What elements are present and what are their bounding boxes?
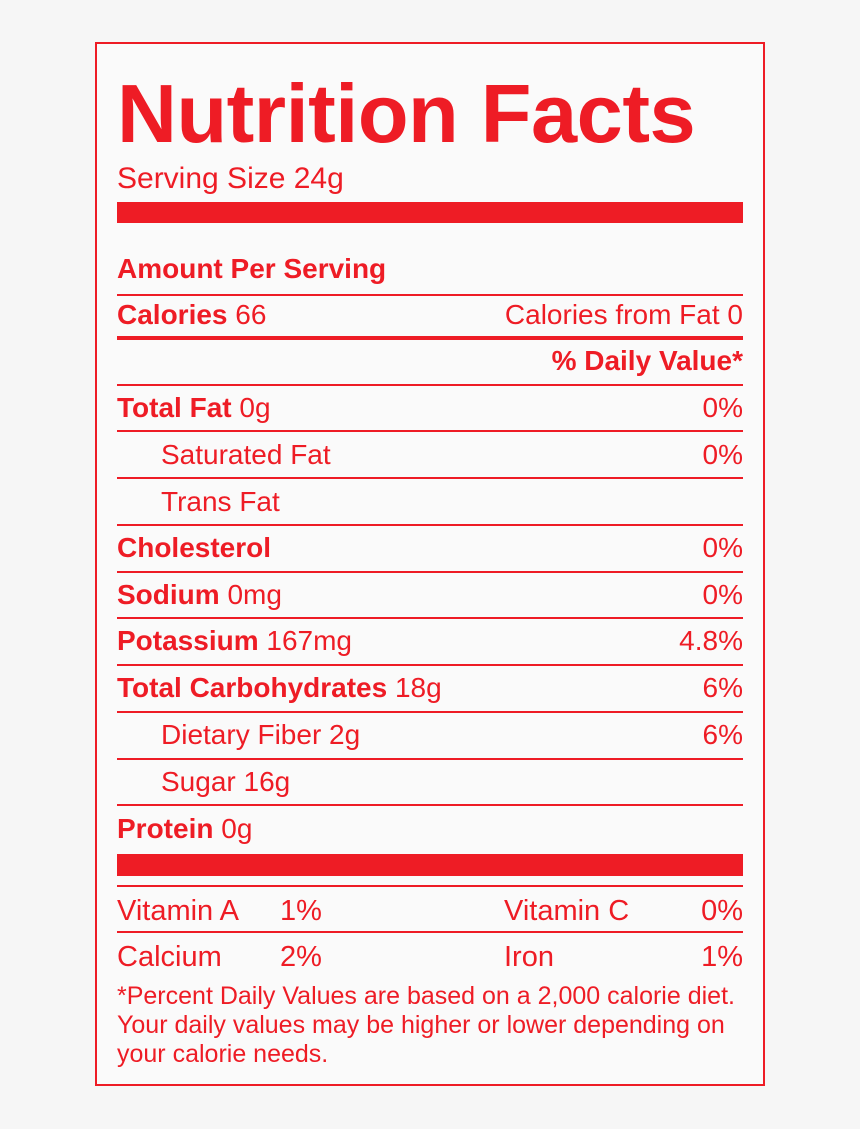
vitamin-name: Vitamin A bbox=[117, 895, 239, 927]
nutrient-daily-value: 6% bbox=[702, 672, 743, 703]
nutrient-name-group: Protein 0g bbox=[117, 813, 252, 845]
nutrient-label: Dietary Fiber 2g bbox=[161, 719, 361, 750]
nutrient-label: Total Fat bbox=[117, 392, 232, 423]
thick-divider-bottom bbox=[117, 854, 743, 876]
divider bbox=[117, 885, 743, 887]
calories-label: Calories bbox=[117, 299, 228, 330]
divider bbox=[117, 294, 743, 296]
divider bbox=[117, 477, 743, 479]
nutrient-name-group: Sodium 0mg bbox=[117, 579, 282, 611]
nutrient-label: Protein bbox=[117, 813, 214, 844]
vitamin-name: Iron bbox=[504, 941, 554, 973]
nutrient-label: Total Carbohydrates bbox=[117, 672, 388, 703]
nutrient-label: Saturated Fat bbox=[161, 439, 331, 470]
serving-size: Serving Size 24g bbox=[117, 162, 344, 195]
daily-value-header: % Daily Value* bbox=[117, 338, 743, 384]
vitamin-name: Calcium bbox=[117, 941, 222, 973]
nutrient-amount: 0g bbox=[221, 813, 253, 844]
nutrient-amount: 0g bbox=[239, 392, 271, 423]
nutrient-label: Potassium bbox=[117, 625, 259, 656]
nutrient-amount: 167mg bbox=[266, 625, 353, 656]
nutrient-daily-value: 6% bbox=[702, 719, 743, 750]
nutrient-label: Trans Fat bbox=[161, 486, 280, 517]
footnote: *Percent Daily Values are based on a 2,0… bbox=[117, 982, 735, 1068]
nutrient-row-protein: Protein 0g bbox=[117, 806, 743, 852]
vitamin-value: 1% bbox=[701, 941, 743, 973]
calories-group: Calories 66 bbox=[117, 299, 266, 331]
divider bbox=[117, 758, 743, 760]
vitamin-name: Vitamin C bbox=[504, 895, 630, 927]
nutrient-label: Sodium bbox=[117, 579, 220, 610]
thick-divider-top bbox=[117, 202, 743, 223]
nutrition-label: Nutrition Facts Serving Size 24g Amount … bbox=[95, 42, 765, 1086]
amount-per-serving-label: Amount Per Serving bbox=[117, 253, 387, 284]
nutrient-daily-value: 0% bbox=[702, 439, 743, 470]
divider bbox=[117, 804, 743, 806]
nutrient-amount: 18g bbox=[394, 672, 442, 703]
divider bbox=[117, 931, 743, 933]
divider bbox=[117, 571, 743, 573]
nutrient-row-potassium: Potassium 167mg 4.8% bbox=[117, 618, 743, 664]
medium-divider bbox=[117, 336, 743, 340]
vitamin-row-2: Calcium 2% Iron 1% bbox=[117, 933, 743, 979]
nutrient-daily-value: 0% bbox=[702, 392, 743, 423]
nutrient-name-group: Potassium 167mg bbox=[117, 625, 352, 657]
divider bbox=[117, 384, 743, 386]
nutrient-row-cholesterol: Cholesterol 0% bbox=[117, 525, 743, 571]
nutrient-row-dietary-fiber: Dietary Fiber 2g 6% bbox=[117, 712, 743, 758]
nutrient-row-total-carbohydrates: Total Carbohydrates 18g 6% bbox=[117, 665, 743, 711]
nutrient-daily-value: 0% bbox=[702, 532, 743, 563]
nutrient-daily-value: 0% bbox=[702, 579, 743, 610]
nutrient-label: Cholesterol bbox=[117, 532, 272, 563]
nutrient-name-group: Total Carbohydrates 18g bbox=[117, 672, 442, 704]
divider bbox=[117, 617, 743, 619]
nutrient-daily-value: 4.8% bbox=[679, 625, 743, 656]
nutrient-row-saturated-fat: Saturated Fat 0% bbox=[117, 432, 743, 478]
nutrient-amount: 0mg bbox=[227, 579, 282, 610]
divider bbox=[117, 430, 743, 432]
nutrient-row-trans-fat: Trans Fat bbox=[117, 479, 743, 525]
vitamin-row-1: Vitamin A 1% Vitamin C 0% bbox=[117, 887, 743, 933]
divider bbox=[117, 711, 743, 713]
nutrient-row-total-fat: Total Fat 0g 0% bbox=[117, 385, 743, 431]
vitamin-value: 0% bbox=[701, 895, 743, 927]
label-title: Nutrition Facts bbox=[117, 67, 696, 160]
calories-row: Calories 66 Calories from Fat 0 bbox=[117, 292, 743, 338]
vitamin-value: 2% bbox=[280, 941, 322, 973]
divider bbox=[117, 524, 743, 526]
daily-value-header-label: % Daily Value* bbox=[551, 345, 743, 376]
calories-value: 66 bbox=[235, 299, 267, 330]
amount-per-serving: Amount Per Serving bbox=[117, 246, 743, 292]
nutrient-row-sodium: Sodium 0mg 0% bbox=[117, 572, 743, 618]
nutrient-name-group: Total Fat 0g bbox=[117, 392, 271, 424]
vitamin-value: 1% bbox=[280, 895, 322, 927]
divider bbox=[117, 664, 743, 666]
calories-from-fat: Calories from Fat 0 bbox=[504, 299, 743, 330]
nutrient-label: Sugar 16g bbox=[161, 766, 291, 797]
nutrient-row-sugar: Sugar 16g bbox=[117, 759, 743, 805]
